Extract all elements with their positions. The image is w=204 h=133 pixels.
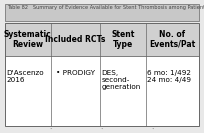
Bar [5,23,199,56]
Text: •: • [101,128,103,132]
Text: 6 mo: 1/492
24 mo: 4/49: 6 mo: 1/492 24 mo: 4/49 [147,70,191,83]
Text: DES,
second-
generation: DES, second- generation [102,70,141,90]
Text: Stent
Type: Stent Type [111,30,134,49]
Text: D'Ascenzo
2016: D'Ascenzo 2016 [7,70,44,83]
Text: Table 82   Summary of Evidence Available for Stent Thrombosis among Patients Wit: Table 82 Summary of Evidence Available f… [7,5,204,10]
Bar [5,4,199,21]
Text: Systematic
Review: Systematic Review [4,30,52,49]
Bar [5,23,199,126]
Text: No. of
Events/Pat: No. of Events/Pat [149,30,195,49]
Text: •: • [152,128,154,132]
Text: •: • [50,128,52,132]
Text: Included RCTs: Included RCTs [45,35,105,44]
Text: • PRODIGY: • PRODIGY [56,70,95,76]
Bar [5,56,199,126]
